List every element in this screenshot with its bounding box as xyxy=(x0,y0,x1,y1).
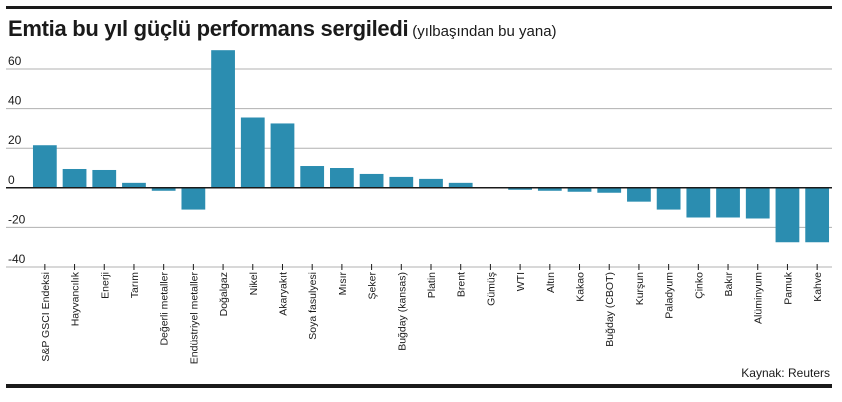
x-tick-label: Değerli metaller xyxy=(159,272,171,346)
bar xyxy=(300,166,325,188)
bar xyxy=(211,50,235,188)
bar xyxy=(448,182,473,188)
bar xyxy=(508,187,532,190)
bar xyxy=(627,187,651,202)
x-tick-label: Pamuk xyxy=(782,271,794,304)
bar xyxy=(716,187,740,218)
y-tick-label: 0 xyxy=(8,173,15,187)
x-tick-label: Kakao xyxy=(575,272,587,302)
bar xyxy=(775,187,800,243)
bar xyxy=(92,169,117,188)
bar xyxy=(122,182,146,188)
bar xyxy=(270,123,295,188)
x-tick-label: Doğalgaz xyxy=(218,272,230,316)
x-tick-label: Tarım xyxy=(129,272,141,299)
x-tick-label: Şeker xyxy=(367,272,379,300)
x-tick-label: Platin xyxy=(426,272,438,298)
x-tick-label: Kahve xyxy=(812,272,824,302)
bar xyxy=(389,176,414,188)
x-tick-label: Bakır xyxy=(723,272,735,297)
y-tick-label: 60 xyxy=(8,54,22,68)
bar xyxy=(32,145,57,188)
y-tick-label: -20 xyxy=(8,212,26,226)
x-tick-label: Enerji xyxy=(99,272,111,299)
bar xyxy=(567,187,592,192)
bar xyxy=(359,173,384,188)
bar xyxy=(151,187,176,191)
bar xyxy=(181,187,206,210)
x-tick-label: Altın xyxy=(545,272,557,293)
bar xyxy=(805,187,830,243)
bar xyxy=(240,117,265,188)
bar xyxy=(686,187,711,218)
bar xyxy=(62,168,87,188)
x-tick-label: Hayvancılık xyxy=(70,271,82,326)
x-tick-label: Alüminyum xyxy=(753,272,765,324)
x-tick-label: Paladyum xyxy=(664,272,676,319)
x-tick-label: Kurşun xyxy=(634,272,646,305)
x-tick-label: Buğday (kansas) xyxy=(396,272,408,351)
x-tick-label: S&P GSCI Endeksi xyxy=(40,272,52,362)
chart-subtitle: (yılbaşından bu yana) xyxy=(412,23,557,40)
top-rule xyxy=(6,6,832,9)
x-tick-label: Gümüş xyxy=(485,272,497,306)
x-tick-label: Akaryakıt xyxy=(277,272,289,316)
bar xyxy=(537,187,562,191)
chart-title: Emtia bu yıl güçlü performans sergiledi xyxy=(8,16,409,41)
bottom-rule xyxy=(6,384,832,388)
bar xyxy=(745,187,770,219)
y-tick-label: 40 xyxy=(8,94,22,108)
y-tick-label: 20 xyxy=(8,133,22,147)
x-tick-label: WTI xyxy=(515,272,527,291)
bar xyxy=(419,178,443,188)
bar xyxy=(330,168,354,188)
x-tick-label: Buğday (CBOT) xyxy=(604,272,616,347)
bar xyxy=(656,187,681,210)
y-tick-label: -40 xyxy=(8,252,26,266)
x-tick-label: Soya fasulyesi xyxy=(307,272,319,340)
x-tick-label: Çinko xyxy=(693,272,705,299)
title-row: Emtia bu yıl güçlü performans sergiledi(… xyxy=(8,16,557,42)
x-tick-label: Brent xyxy=(456,272,468,297)
bar xyxy=(597,187,622,193)
source-note: Kaynak: Reuters xyxy=(741,366,830,380)
x-tick-label: Nikel xyxy=(248,272,260,295)
x-tick-label: Mısır xyxy=(337,271,349,295)
x-tick-label: Endüstriyel metaller xyxy=(188,271,200,364)
